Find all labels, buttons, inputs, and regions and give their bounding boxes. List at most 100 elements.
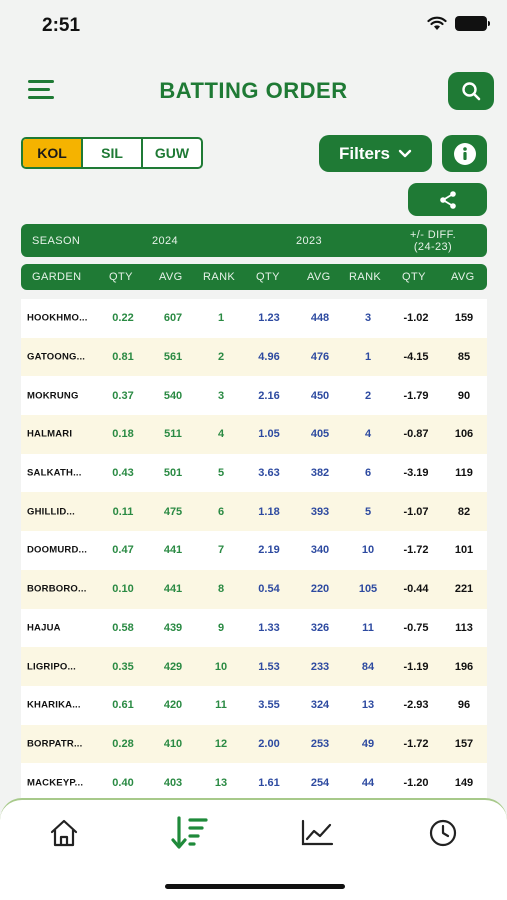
- avg-2024: 439: [163, 621, 183, 634]
- qty-diff: -3.19: [403, 467, 429, 480]
- avg-2023: 405: [310, 428, 330, 441]
- nav-batting-order[interactable]: [170, 816, 210, 850]
- table-row[interactable]: SALKATH... 0.43 501 5 3.63 382 6 -3.19 1…: [21, 453, 487, 493]
- table-row[interactable]: HOOKHMO... 0.22 607 1 1.23 448 3 -1.02 1…: [21, 299, 487, 338]
- search-button[interactable]: [448, 72, 494, 110]
- garden-name: GATOONG...: [27, 351, 86, 363]
- table-row[interactable]: GHILLID... 0.11 475 6 1.18 393 5 -1.07 8…: [21, 492, 487, 532]
- avg-diff: 157: [454, 737, 474, 750]
- avg-2023: 340: [310, 544, 330, 557]
- table-row[interactable]: KHARIKA... 0.61 420 11 3.55 324 13 -2.93…: [21, 685, 487, 725]
- nav-home[interactable]: [44, 816, 84, 850]
- status-time: 2:51: [42, 15, 81, 36]
- table-row[interactable]: BORBORO... 0.10 441 8 0.54 220 105 -0.44…: [21, 569, 487, 609]
- qty-2024: 0.43: [112, 467, 134, 480]
- rank-2023: 5: [364, 505, 372, 518]
- col-avg-diff[interactable]: AVG: [451, 271, 475, 283]
- table-row[interactable]: HALMARI 0.18 511 4 1.05 405 4 -0.87 106: [21, 415, 487, 454]
- garden-name: BORBORO...: [27, 583, 87, 595]
- garden-name: KHARIKA...: [27, 699, 81, 711]
- rank-2024: 3: [217, 389, 225, 402]
- qty-2024: 0.35: [112, 660, 134, 673]
- garden-name: SALKATH...: [27, 467, 82, 479]
- qty-2023: 1.33: [258, 621, 280, 634]
- avg-diff: 90: [457, 389, 471, 402]
- battery-icon: [455, 16, 490, 31]
- table-row[interactable]: BORPATR... 0.28 410 12 2.00 253 49 -1.72…: [21, 724, 487, 764]
- filters-label: Filters: [338, 143, 391, 163]
- avg-diff: 221: [454, 583, 474, 596]
- qty-diff: -0.87: [403, 428, 429, 441]
- avg-2023: 254: [310, 776, 330, 789]
- tab-kol[interactable]: KOL: [23, 139, 83, 167]
- table-row[interactable]: GATOONG... 0.81 561 2 4.96 476 1 -4.15 8…: [21, 337, 487, 377]
- filters-button[interactable]: Filters: [319, 135, 432, 172]
- qty-diff: -4.15: [403, 351, 429, 364]
- qty-2023: 1.05: [258, 428, 280, 441]
- qty-2024: 0.22: [112, 312, 134, 325]
- avg-2023: 450: [310, 389, 330, 402]
- qty-2024: 0.47: [112, 544, 134, 557]
- rank-2023: 44: [361, 776, 375, 789]
- home-indicator: [165, 884, 345, 889]
- nav-history[interactable]: [423, 816, 463, 850]
- rank-2024: 10: [214, 660, 228, 673]
- qty-2024: 0.58: [112, 621, 134, 634]
- rank-2023: 49: [361, 737, 375, 750]
- table-row[interactable]: HAJUA 0.58 439 9 1.33 326 11 -0.75 113: [21, 608, 487, 648]
- share-button[interactable]: [408, 183, 487, 216]
- rank-2024: 6: [217, 505, 225, 518]
- avg-2024: 475: [163, 505, 183, 518]
- avg-2023: 324: [310, 699, 330, 712]
- table-row[interactable]: MOKRUNG 0.37 540 3 2.16 450 2 -1.79 90: [21, 376, 487, 416]
- nav-charts[interactable]: [297, 816, 337, 850]
- tab-guw[interactable]: GUW: [154, 145, 190, 161]
- avg-2024: 540: [163, 389, 183, 402]
- qty-2023: 2.00: [258, 737, 280, 750]
- rank-2024: 11: [215, 699, 227, 712]
- menu-icon[interactable]: [28, 80, 54, 100]
- rank-2023: 6: [364, 467, 372, 480]
- col-avg-2023[interactable]: AVG: [307, 271, 331, 283]
- avg-diff: 196: [454, 660, 474, 673]
- rank-2024: 5: [217, 467, 225, 480]
- avg-diff: 159: [454, 312, 474, 325]
- garden-name: MOKRUNG: [27, 390, 79, 402]
- avg-2024: 420: [163, 699, 183, 712]
- table-row[interactable]: DOOMURD... 0.47 441 7 2.19 340 10 -1.72 …: [21, 531, 487, 570]
- qty-2023: 2.16: [258, 389, 280, 402]
- qty-diff: -1.72: [403, 737, 429, 750]
- clock-icon: [429, 819, 457, 847]
- table-row[interactable]: LIGRIPO... 0.35 429 10 1.53 233 84 -1.19…: [21, 647, 487, 686]
- rank-2024: 7: [217, 544, 225, 557]
- avg-diff: 106: [454, 428, 474, 441]
- col-avg-2024[interactable]: AVG: [159, 271, 183, 283]
- qty-2023: 4.96: [258, 351, 280, 364]
- table-row[interactable]: MACKEYP... 0.40 403 13 1.61 254 44 -1.20…: [21, 763, 487, 802]
- col-rank-2023[interactable]: RANK: [349, 271, 382, 283]
- avg-2024: 441: [163, 544, 183, 557]
- col-garden[interactable]: GARDEN: [32, 271, 82, 283]
- qty-2024: 0.10: [112, 583, 134, 596]
- qty-2024: 0.40: [112, 776, 134, 789]
- col-qty-2023[interactable]: QTY: [256, 271, 280, 283]
- col-rank-2024[interactable]: RANK: [203, 271, 236, 283]
- region-tabs: KOL SIL GUW: [21, 137, 203, 169]
- line-chart-icon: [301, 819, 334, 846]
- home-icon: [50, 819, 78, 847]
- qty-2023: 1.61: [258, 776, 280, 789]
- qty-2023: 1.23: [258, 312, 280, 325]
- col-qty-diff[interactable]: QTY: [402, 271, 426, 283]
- garden-name: HALMARI: [27, 428, 73, 440]
- col-qty-2024[interactable]: QTY: [109, 271, 133, 283]
- avg-2024: 561: [163, 351, 183, 364]
- garden-name: HAJUA: [27, 622, 61, 634]
- avg-2024: 607: [163, 312, 183, 325]
- info-button[interactable]: [442, 135, 487, 172]
- rank-2024: 1: [217, 312, 225, 325]
- year-previous: 2023: [296, 234, 323, 247]
- avg-2023: 393: [310, 505, 330, 518]
- avg-diff: 119: [455, 467, 473, 480]
- tab-sil[interactable]: SIL: [83, 139, 143, 167]
- avg-2023: 448: [310, 312, 330, 325]
